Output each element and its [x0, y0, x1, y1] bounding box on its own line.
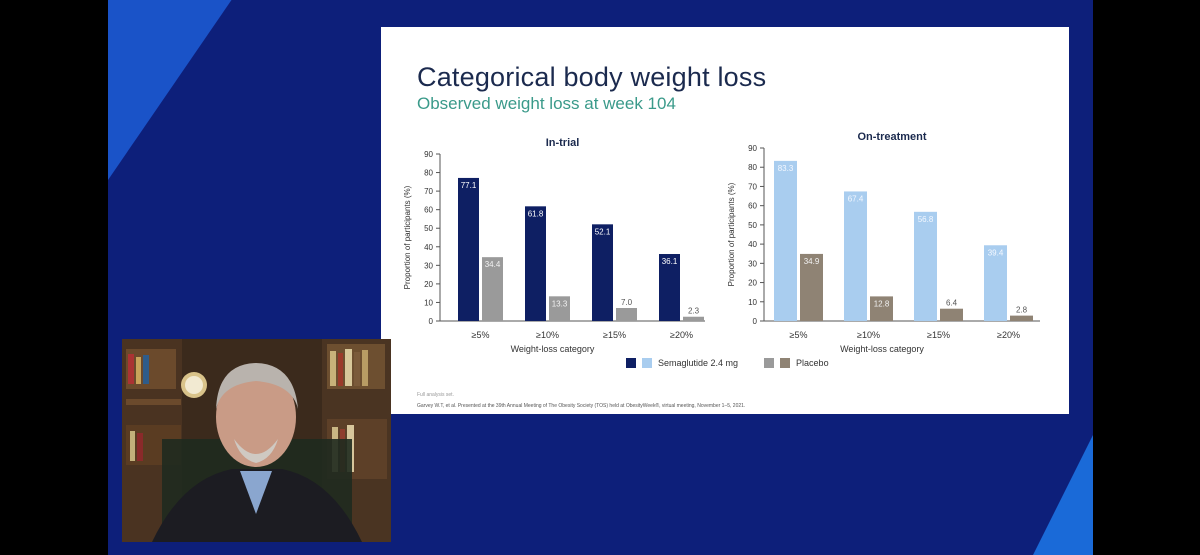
data-label-ontreatment-semaglutide: 39.4 [988, 248, 1004, 257]
chart-title-ontreatment: On-treatment [857, 131, 926, 143]
y-tick-label-ontreatment: 70 [748, 182, 757, 191]
y-tick-label-intrial: 50 [424, 224, 433, 233]
y-tick-label-intrial: 60 [424, 206, 433, 215]
data-label-ontreatment-semaglutide: 83.3 [778, 164, 794, 173]
y-tick-label-intrial: 10 [424, 298, 433, 307]
data-label-intrial-placebo: 34.4 [485, 260, 501, 269]
footnote-analysis-set: Full analysis set. [417, 392, 454, 398]
y-tick-label-intrial: 90 [424, 150, 433, 159]
bar-intrial-placebo [549, 296, 570, 321]
data-label-ontreatment-semaglutide: 56.8 [918, 215, 934, 224]
x-tick-label-intrial: ≥5% [472, 330, 490, 340]
bar-ontreatment-placebo [870, 296, 893, 321]
x-tick-label-ontreatment: ≥20% [997, 330, 1020, 340]
x-tick-label-ontreatment: ≥5% [790, 330, 808, 340]
y-tick-label-ontreatment: 0 [753, 317, 758, 326]
bar-ontreatment-semaglutide [774, 160, 797, 321]
bar-intrial-placebo [683, 316, 704, 321]
bar-ontreatment-placebo [1010, 315, 1033, 321]
data-label-intrial-semaglutide: 36.1 [662, 257, 678, 266]
y-tick-label-ontreatment: 40 [748, 240, 757, 249]
y-tick-label-intrial: 40 [424, 243, 433, 252]
data-label-ontreatment-placebo: 34.9 [804, 257, 820, 266]
bar-ontreatment-semaglutide [844, 191, 867, 321]
x-tick-label-intrial: ≥20% [670, 330, 693, 340]
data-label-intrial-semaglutide: 52.1 [595, 227, 611, 236]
speaker-video-image [122, 339, 391, 542]
data-label-ontreatment-placebo: 2.8 [1016, 306, 1028, 315]
legend-swatch-intrial-placebo [764, 358, 775, 368]
footnote-reference: Garvey W.T, et al. Presented at the 39th… [417, 403, 746, 409]
data-label-intrial-placebo: 2.3 [688, 307, 700, 316]
bar-ontreatment-placebo [940, 308, 963, 321]
bar-intrial-semaglutide [525, 206, 546, 321]
data-label-intrial-semaglutide: 77.1 [461, 181, 477, 190]
bar-ontreatment-placebo [800, 253, 823, 321]
x-tick-label-intrial: ≥10% [536, 330, 559, 340]
y-tick-label-ontreatment: 90 [748, 144, 757, 153]
legend-swatch-ontreatment-semaglutide [642, 358, 652, 368]
bar-intrial-semaglutide [592, 224, 613, 321]
y-tick-label-ontreatment: 30 [748, 259, 757, 268]
x-tick-label-ontreatment: ≥15% [927, 330, 950, 340]
data-label-ontreatment-semaglutide: 67.4 [848, 194, 864, 203]
chart-title-intrial: In-trial [546, 137, 580, 149]
x-tick-label-ontreatment: ≥10% [857, 330, 880, 340]
y-axis-label-ontreatment: Proportion of participants (%) [727, 182, 736, 286]
bar-intrial-placebo [482, 257, 503, 321]
x-axis-label-ontreatment: Weight-loss category [840, 344, 924, 354]
slide-canvas [381, 27, 1069, 414]
legend-swatch-intrial-semaglutide [626, 358, 636, 368]
speaker-video-feed [122, 339, 391, 542]
x-axis-label-intrial: Weight-loss category [511, 344, 595, 354]
bar-ontreatment-semaglutide [914, 211, 937, 321]
bar-ontreatment-semaglutide [984, 245, 1007, 321]
y-tick-label-intrial: 70 [424, 187, 433, 196]
x-tick-label-intrial: ≥15% [603, 330, 626, 340]
y-tick-label-intrial: 0 [429, 317, 434, 326]
bar-intrial-semaglutide [458, 177, 479, 321]
data-label-ontreatment-placebo: 12.8 [874, 299, 890, 308]
legend-swatch-ontreatment-placebo [780, 358, 791, 368]
bar-intrial-semaglutide [659, 254, 680, 321]
data-label-intrial-placebo: 7.0 [621, 298, 633, 307]
chart-legend: Semaglutide 2.4 mg Placebo [626, 358, 829, 368]
y-tick-label-ontreatment: 60 [748, 202, 757, 211]
y-tick-label-intrial: 80 [424, 169, 433, 178]
y-tick-label-intrial: 20 [424, 280, 433, 289]
y-tick-label-intrial: 30 [424, 261, 433, 270]
y-tick-label-ontreatment: 80 [748, 163, 757, 172]
legend-label-semaglutide: Semaglutide 2.4 mg [658, 358, 739, 368]
y-tick-label-ontreatment: 20 [748, 279, 757, 288]
slide-title: Categorical body weight loss [417, 62, 767, 92]
y-axis-label-intrial: Proportion of participants (%) [403, 185, 412, 289]
data-label-intrial-semaglutide: 61.8 [528, 209, 544, 218]
y-tick-label-ontreatment: 10 [748, 298, 757, 307]
bar-intrial-placebo [616, 308, 637, 321]
legend-label-placebo: Placebo [796, 358, 829, 368]
data-label-intrial-placebo: 13.3 [552, 299, 568, 308]
data-label-ontreatment-placebo: 6.4 [946, 299, 958, 308]
slide-subtitle: Observed weight loss at week 104 [417, 94, 676, 113]
y-tick-label-ontreatment: 50 [748, 221, 757, 230]
